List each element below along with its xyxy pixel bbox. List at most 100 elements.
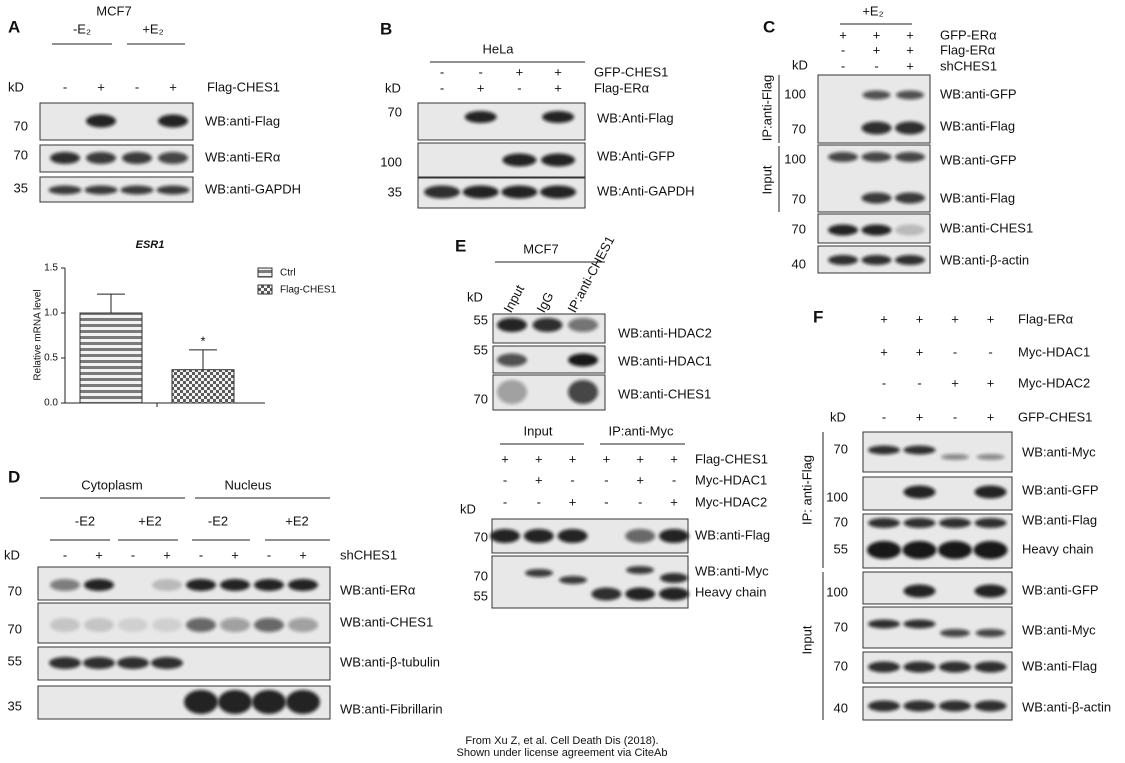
band (591, 587, 622, 601)
band (120, 185, 154, 195)
sign: + (906, 58, 914, 73)
sign: - (570, 472, 574, 487)
label: GFP-ERα (940, 27, 997, 42)
band (895, 192, 925, 204)
sign: + (670, 451, 678, 466)
band (184, 690, 218, 714)
blot-label: WB:anti-β-actin (940, 252, 1029, 267)
mw-label: 70 (8, 621, 22, 636)
band (974, 661, 1007, 673)
band (902, 541, 937, 559)
mw-label: 55 (8, 653, 22, 668)
chart-title: ESR1 (136, 239, 165, 251)
sign: - (537, 494, 541, 509)
band (828, 224, 858, 236)
band (868, 700, 900, 712)
y-tick-label: 1.5 (44, 263, 58, 274)
legend-label: Ctrl (280, 268, 296, 279)
label: -E₂ (73, 21, 91, 36)
band (862, 90, 891, 100)
band (568, 318, 598, 332)
footer-text: From Xu Z, et al. Cell Death Dis (2018). (465, 735, 658, 747)
band (152, 579, 182, 591)
band (559, 576, 587, 584)
blot (37, 566, 331, 601)
group-label: IP: anti-Flag (799, 455, 814, 525)
sign: + (97, 79, 105, 94)
label: Flag-CHES1 (207, 79, 280, 94)
mw-label: 70 (792, 191, 806, 206)
band (252, 690, 286, 714)
band (868, 445, 900, 455)
label: -E2 (208, 513, 228, 528)
band (158, 114, 188, 128)
band (974, 584, 1007, 598)
band (497, 318, 527, 332)
label: kD (460, 501, 476, 516)
sign: + (554, 80, 562, 95)
label: kD (830, 409, 846, 424)
mw-label: 55 (834, 541, 848, 556)
band (254, 618, 284, 632)
mw-label: 55 (474, 312, 488, 327)
significance: * (200, 333, 205, 348)
sign: - (882, 375, 886, 390)
label: kD (4, 547, 20, 562)
band (896, 90, 924, 100)
label: shCHES1 (940, 58, 997, 73)
sign: + (636, 472, 644, 487)
mw-label: 100 (826, 489, 848, 504)
blot (37, 602, 331, 644)
band (497, 380, 527, 404)
sign: + (636, 451, 644, 466)
band (497, 353, 527, 367)
band (868, 619, 900, 629)
mw-label: 70 (834, 441, 848, 456)
band (861, 152, 892, 162)
sign: + (535, 451, 543, 466)
mw-label: 35 (388, 184, 402, 199)
label: +E2 (285, 513, 309, 528)
blot-label: WB:anti-Flag (1022, 512, 1097, 527)
mw-label: 40 (834, 700, 848, 715)
band (525, 569, 553, 577)
bar (79, 312, 143, 404)
sign: + (231, 547, 239, 562)
band (828, 255, 858, 265)
sign: - (479, 64, 483, 79)
sign: + (916, 409, 924, 424)
blot-label: WB:anti-GFP (1022, 482, 1099, 497)
mw-label: 70 (474, 568, 488, 583)
sign: + (535, 472, 543, 487)
band (867, 541, 901, 559)
band (861, 224, 892, 236)
mw-label: 70 (474, 391, 488, 406)
band (660, 573, 688, 583)
sign: - (988, 344, 992, 359)
blot-label: WB:anti-ERα (340, 582, 416, 597)
band (659, 529, 689, 543)
band (523, 529, 554, 543)
mw-label: 35 (8, 698, 22, 713)
group-label: Input (799, 625, 814, 654)
band (254, 579, 284, 591)
label: kD (385, 80, 401, 95)
band (903, 485, 936, 499)
blot-label: WB:anti-Flag (940, 118, 1015, 133)
group-label: IP:anti-Flag (759, 75, 774, 141)
sign: - (953, 409, 957, 424)
sign: - (953, 344, 957, 359)
sign: + (951, 375, 959, 390)
band (861, 121, 892, 135)
mw-label: 35 (14, 180, 28, 195)
blot-label: WB:anti-HDAC2 (618, 325, 712, 340)
band (288, 618, 318, 632)
mw-label: 40 (792, 256, 806, 271)
label: kD (467, 289, 483, 304)
band (659, 587, 689, 601)
band (152, 618, 182, 632)
band (625, 587, 656, 601)
label: GFP-CHES1 (594, 64, 668, 79)
label: Nucleus (225, 477, 272, 492)
band (973, 541, 1008, 559)
